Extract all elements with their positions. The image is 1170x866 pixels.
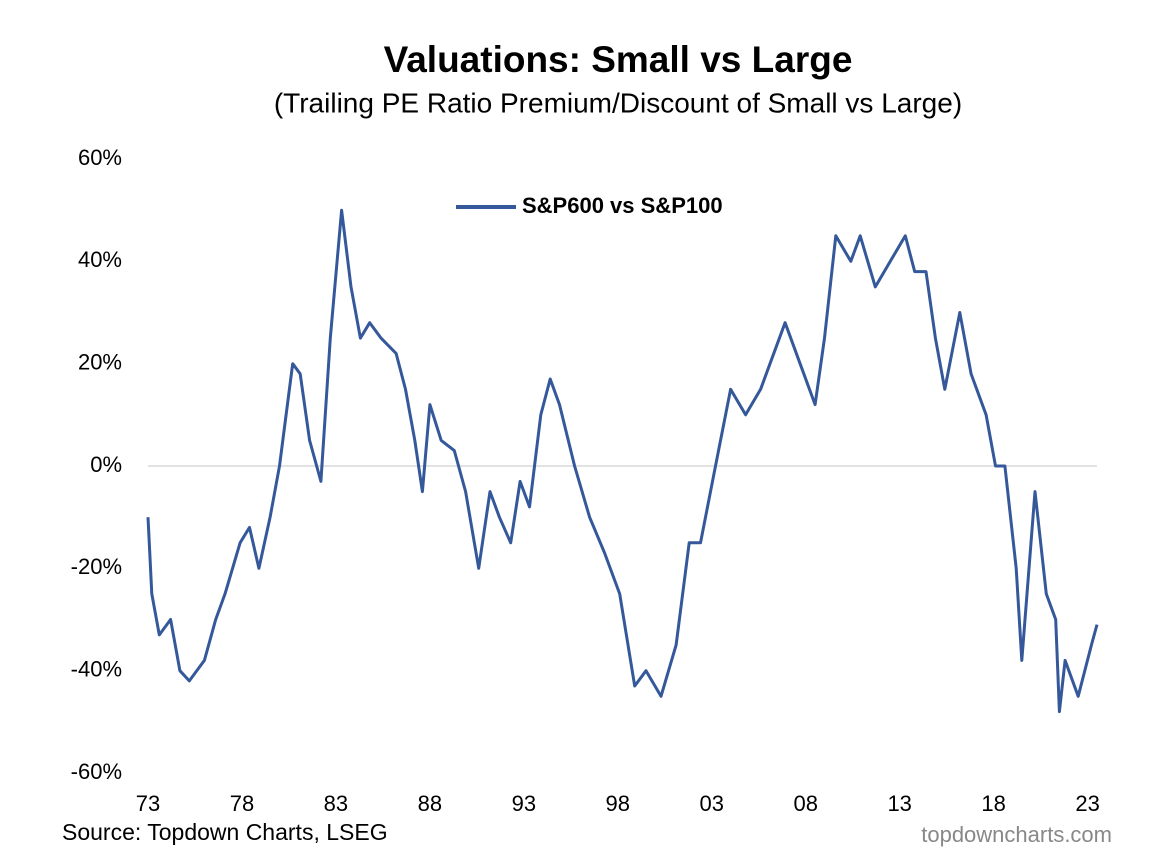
y-tick-label: -60% bbox=[71, 759, 122, 784]
chart-title: Valuations: Small vs Large bbox=[384, 39, 853, 80]
source-note: Source: Topdown Charts, LSEG bbox=[62, 819, 388, 845]
x-tick-label: 73 bbox=[136, 791, 160, 816]
y-tick-label: 40% bbox=[78, 247, 122, 272]
x-tick-label: 18 bbox=[981, 791, 1005, 816]
y-tick-label: -20% bbox=[71, 554, 122, 579]
legend-label: S&P600 vs S&P100 bbox=[522, 193, 723, 218]
x-tick-label: 03 bbox=[700, 791, 724, 816]
x-tick-label: 83 bbox=[324, 791, 348, 816]
y-tick-label: 20% bbox=[78, 349, 122, 374]
x-tick-label: 23 bbox=[1075, 791, 1099, 816]
x-tick-label: 93 bbox=[512, 791, 536, 816]
x-tick-label: 13 bbox=[887, 791, 911, 816]
x-tick-label: 78 bbox=[230, 791, 254, 816]
y-tick-label: 0% bbox=[90, 452, 122, 477]
x-tick-label: 88 bbox=[418, 791, 442, 816]
watermark: topdowncharts.com bbox=[921, 822, 1112, 847]
y-tick-label: -40% bbox=[71, 656, 122, 681]
data-line bbox=[146, 208, 1099, 714]
chart-subtitle: (Trailing PE Ratio Premium/Discount of S… bbox=[274, 87, 962, 118]
x-tick-label: 98 bbox=[606, 791, 630, 816]
x-tick-label: 08 bbox=[793, 791, 817, 816]
y-tick-label: 60% bbox=[78, 145, 122, 170]
